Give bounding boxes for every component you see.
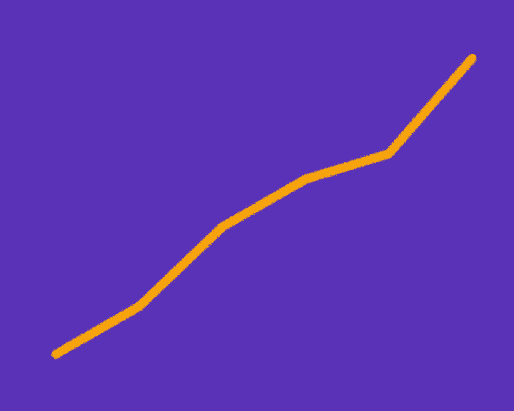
axes	[10, 10, 510, 407]
series-line-0	[51, 53, 477, 359]
series-layer	[51, 53, 477, 359]
